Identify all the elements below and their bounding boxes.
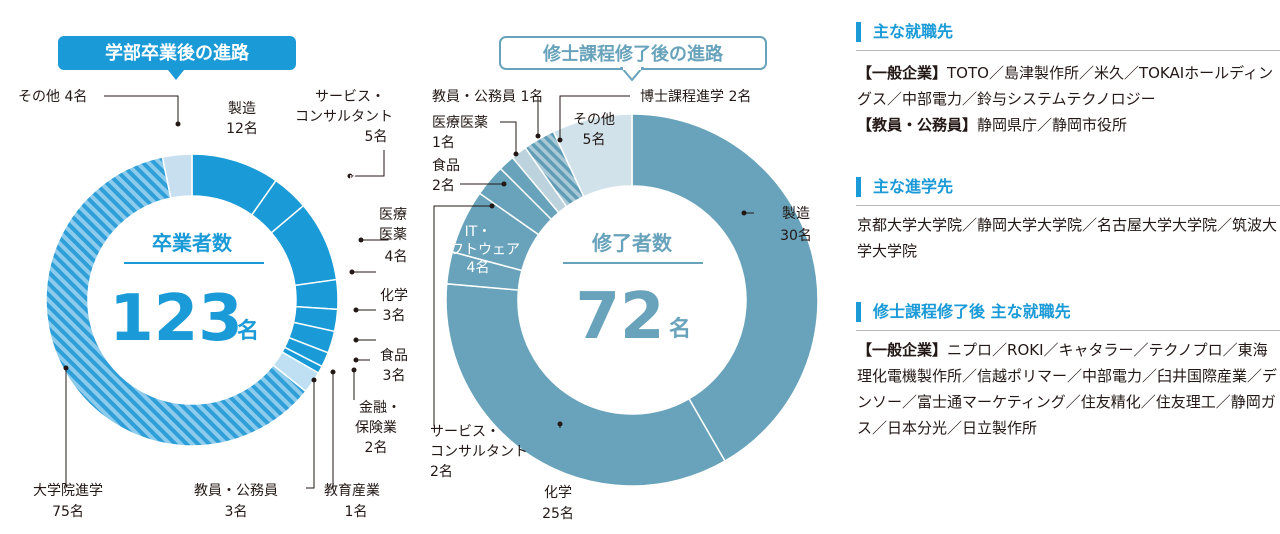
section2-text: 京都大学大学院／静岡大学大学院／名古屋大学大学院／筑波大学大学院 [857,216,1278,260]
chart1-label-kyoiku: 教育産業 1名 [324,483,380,520]
chart2-label-shokuhin: 食品 2名 [432,157,460,194]
section3-divider [856,330,1280,331]
chart1-title-banner: 学部卒業後の進路 [58,36,296,80]
chart1-slices [45,153,339,447]
chart1-slice-11 [161,153,193,200]
section3-tag1: 【一般企業】 [857,341,948,359]
chart2-slice-2 [445,282,727,487]
chart1-labels: その他 4名 製造 12名 サービス・コンサルタント 5名 IT・ソフトウェア 11名… [18,89,408,520]
chart1-center: 卒業者数 123 名 [109,231,264,356]
chart2-label-koumuin: 教員・公務員 1名 [432,89,543,105]
section1-divider [856,50,1280,51]
chart2-label-seizo: 製造 30名 [780,206,812,244]
chart2-slices [445,113,819,487]
chart2-center-unit: 名 [669,316,691,342]
chart1-center-value: 123 [109,282,243,356]
chart1-label-service: サービス・コンサルタント 5名 [295,89,393,145]
section1-tag1: 【一般企業】 [857,64,948,82]
chart1-label-shokuhin: 食品 3名 [380,347,408,384]
section1-text: 【一般企業】TOTO／島津製作所／米久／TOKAIホールディングス／中部電力／鈴… [857,60,1279,138]
chart1-label-it: IT・ソフトウェア 11名 [274,151,358,207]
chart2-label-iryo: 医療医薬 1名 [432,114,488,151]
section1-text2: 静岡県庁／静岡市役所 [977,116,1128,134]
chart2-center: 修了者数 72 名 [563,231,703,354]
chart1-center-unit: 名 [237,318,259,344]
section2-divider [856,205,1280,206]
chart2-title: 修士課程修了後の進路 [542,43,724,65]
chart1-label-seizo: 製造 12名 [226,101,258,137]
chart2-label-kagaku: 化学 25名 [542,485,574,522]
section2-heading: 主な進学先 [856,177,953,197]
leader-dots [63,121,747,427]
chart1-label-iryo: 医療医薬 4名 [379,206,407,265]
chart2-labels: 教員・公務員 1名 博士課程進学 2名 医療医薬 1名 その他 5名 食品 2名 IT… [430,88,812,522]
chart1-center-label: 卒業者数 [152,231,233,255]
chart1-label-kinyu: 金融・保険業 2名 [355,400,401,456]
section1-heading: 主な就職先 [856,22,953,42]
section1-tag2: 【教員・公務員】 [857,116,978,134]
section1-text1: TOTO／島津製作所／米久／TOKAIホールディングス／中部電力／鈴与システムテ… [857,64,1274,108]
chart1-label-koumuin: 教員・公務員 3名 [194,483,278,520]
chart2-center-label: 修了者数 [591,231,673,255]
chart2-label-it: IT・ソフトウェア 4名 [436,224,520,276]
chart2-label-sonota: その他 5名 [573,112,615,148]
chart1-title: 学部卒業後の進路 [105,42,250,64]
section3-text1: ニプロ／ROKI／キャタラー／テクノプロ／東海理化電機製作所／信越ポリマー／中部… [857,341,1278,437]
chart1-label-sonota: その他 4名 [18,89,87,105]
section3-text: 【一般企業】ニプロ／ROKI／キャタラー／テクノプロ／東海理化電機製作所／信越ポ… [857,337,1279,441]
chart1-label-daigakuin: 大学院進学 75名 [33,483,103,520]
chart2-center-value: 72 [575,280,664,354]
chart2-slice-9 [552,113,633,198]
chart2-slice-1 [631,113,819,463]
chart2-title-banner: 修士課程修了後の進路 [499,36,767,82]
chart2-label-hakase: 博士課程進学 2名 [640,88,751,105]
chart1-slice-10 [45,156,307,447]
chart2-label-service: サービス・コンサルタント 2名 [430,424,528,480]
chart1-label-kagaku: 化学 3名 [380,288,408,324]
chart1-slice-4 [294,278,339,311]
section3-heading: 修士課程修了後 主な就職先 [856,302,1071,322]
leader-lines [65,95,754,489]
